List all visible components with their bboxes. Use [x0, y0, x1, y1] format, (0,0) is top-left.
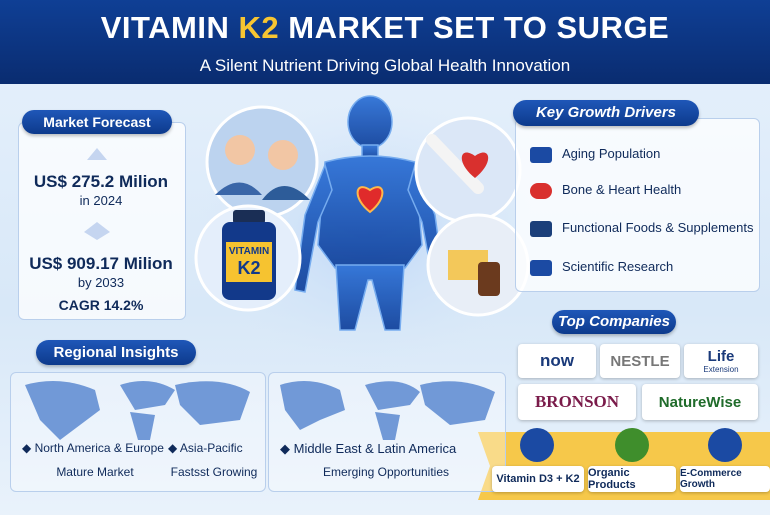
region-name: ◆ Asia-Pacific	[168, 441, 243, 455]
region-status: Emerging Opportunities	[322, 465, 450, 479]
drivers-panel	[515, 118, 760, 292]
driver-text: Functional Foods & Supplements	[562, 220, 754, 235]
title: VITAMIN K2 MARKET SET TO SURGE	[0, 10, 770, 46]
driver-item: Bone & Heart Health	[530, 182, 756, 199]
bottle-label-text: VITAMIN	[228, 246, 270, 257]
driver-item: Scientific Research	[530, 259, 756, 276]
cagr: CAGR 14.2%	[58, 297, 144, 313]
forecast-value: US$ 275.2 Milion	[33, 172, 169, 191]
region-panel	[10, 372, 266, 492]
trend-label: E-Commerce Growth	[680, 466, 770, 492]
drivers-title: Key Growth Drivers	[513, 100, 699, 126]
header-band	[0, 0, 770, 84]
trend-label: Vitamin D3 + K2	[492, 466, 584, 492]
company-logo: BRONSON	[518, 384, 636, 420]
trend-icon	[615, 428, 649, 462]
company-logo: NatureWise	[642, 384, 758, 420]
region-panel	[268, 372, 506, 492]
human-figure	[294, 95, 446, 331]
trend-icon	[520, 428, 554, 462]
bottle-label	[226, 242, 272, 282]
forecast-value: US$ 909.17 Milion	[29, 254, 173, 273]
forecast-year: in 2024	[79, 193, 123, 208]
jar	[478, 262, 500, 296]
region-status: Mature Market	[56, 465, 134, 479]
subtitle: A Silent Nutrient Driving Global Health …	[199, 56, 571, 75]
bottle-cap	[233, 210, 265, 224]
region-status: Fastsst Growing	[170, 465, 258, 479]
bottle-label-text: K2	[237, 258, 261, 278]
driver-item: Aging Population	[530, 146, 756, 163]
region-name-text: Asia-Pacific	[179, 441, 243, 455]
forecast-year: by 2033	[77, 275, 125, 290]
driver-item: Functional Foods & Supplements	[530, 220, 758, 237]
couple-circle	[205, 105, 319, 219]
driver-text: Bone & Heart Health	[562, 182, 682, 197]
driver-text: Scientific Research	[562, 259, 674, 274]
forecast-panel	[18, 122, 186, 320]
region-name: ◆ Middle East & Latin America	[280, 441, 457, 456]
heart-icon	[461, 152, 489, 178]
title-text: VITAMIN	[100, 10, 230, 45]
map-left	[25, 381, 250, 440]
clothes	[215, 182, 262, 195]
region-name-text: Middle East & Latin America	[293, 441, 457, 456]
heart	[356, 186, 384, 214]
logo-text: Extension	[703, 365, 739, 374]
person	[225, 135, 255, 165]
forecast-title: Market Forecast	[22, 110, 172, 134]
company-logo: now	[518, 344, 596, 378]
trend-icon	[708, 428, 742, 462]
regional-title: Regional Insights	[36, 340, 196, 365]
title-highlight: K2	[238, 10, 280, 45]
driver-text: Aging Population	[562, 146, 661, 161]
company-logo: NESTLE	[600, 344, 680, 378]
region-name: ◆ North America & Europe	[22, 441, 164, 455]
clothes	[262, 186, 310, 200]
trend-label: Organic Products	[588, 466, 676, 492]
title-text: MARKET SET TO SURGE	[288, 10, 670, 45]
bone	[426, 134, 484, 194]
logo-text: Life	[707, 348, 735, 365]
companies-title: Top Companies	[552, 310, 676, 334]
map-right	[280, 381, 495, 440]
person	[268, 140, 298, 170]
company-logo: Life Extension	[684, 344, 758, 378]
region-name-text: North America & Europe	[34, 441, 164, 455]
